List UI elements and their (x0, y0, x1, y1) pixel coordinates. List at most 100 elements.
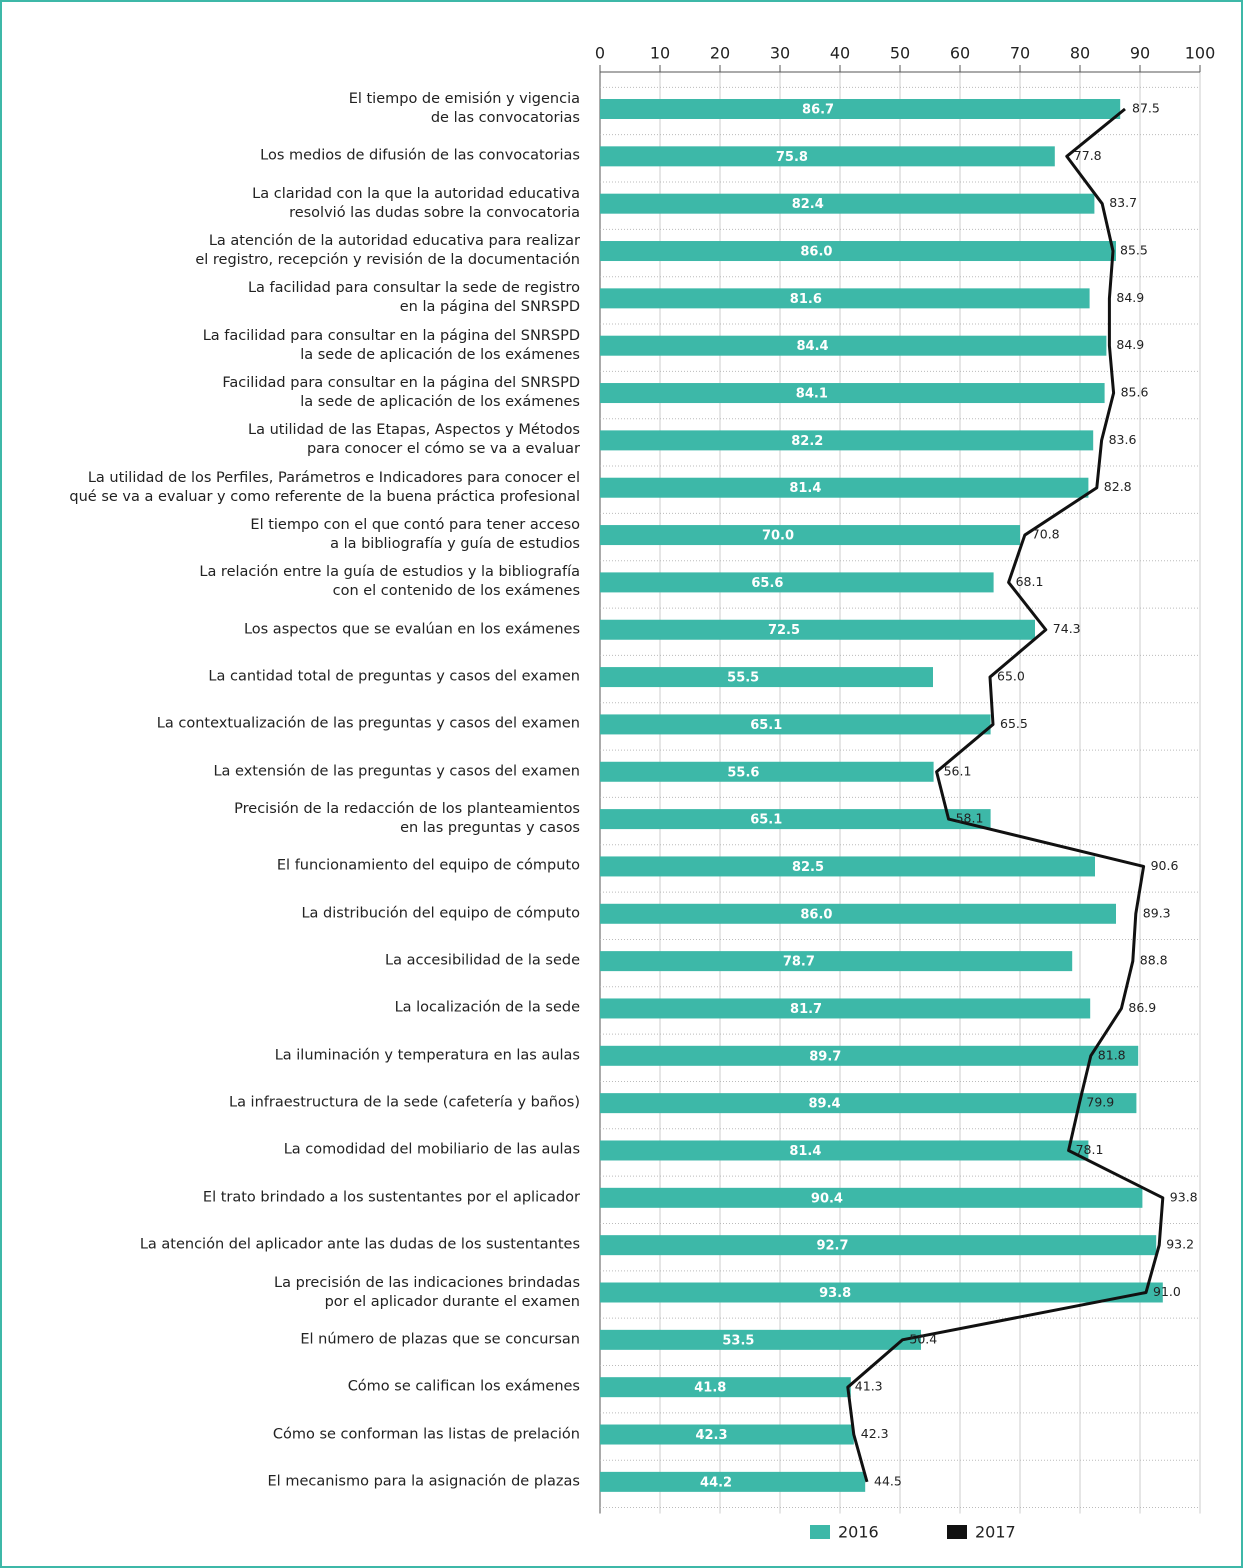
category-label: El mecanismo para la asignación de plaza… (267, 1473, 580, 1490)
category-label: La utilidad de los Perfiles, Parámetros … (69, 469, 580, 505)
bar (600, 1282, 1163, 1303)
x-tick-label: 40 (830, 44, 850, 63)
bar-value-label: 84.4 (797, 339, 829, 354)
bar-value-label: 78.7 (783, 955, 815, 970)
line-value-label: 91.0 (1153, 1284, 1181, 1299)
line-value-label: 93.2 (1166, 1237, 1194, 1252)
line-value-label: 68.1 (1016, 574, 1044, 589)
bar (600, 1377, 851, 1398)
bar-value-label: 82.4 (792, 197, 824, 212)
x-tick-label: 10 (650, 44, 670, 63)
line-value-label: 65.5 (1000, 716, 1028, 731)
bar (600, 1235, 1157, 1256)
category-label: La utilidad de las Etapas, Aspectos y Mé… (248, 422, 580, 458)
bar (600, 809, 991, 830)
line-value-label: 42.3 (861, 1426, 889, 1441)
bar (600, 1471, 866, 1492)
line-value-label: 78.1 (1076, 1142, 1104, 1157)
bar (600, 667, 933, 688)
category-label: Cómo se conforman las listas de prelació… (272, 1426, 580, 1443)
bar-value-label: 89.7 (809, 1049, 841, 1064)
line-value-label: 70.8 (1032, 527, 1060, 542)
line-value-label: 84.9 (1116, 290, 1144, 305)
bar-value-label: 41.8 (694, 1381, 726, 1396)
line (846, 107, 1165, 1483)
line-value-label: 65.0 (997, 669, 1025, 684)
bar-value-label: 84.1 (796, 387, 828, 402)
bar (600, 288, 1090, 309)
line-value-label: 83.6 (1109, 432, 1137, 447)
category-label: La claridad con la que la autoridad educ… (252, 185, 580, 221)
x-tick-label: 80 (1070, 44, 1090, 63)
legend-swatch (810, 1525, 830, 1539)
x-tick-label: 30 (770, 44, 790, 63)
x-tick-label: 60 (950, 44, 970, 63)
bar (600, 241, 1116, 262)
bar-value-label: 82.2 (791, 434, 823, 449)
bar (600, 1093, 1137, 1114)
category-label: Cómo se califican los exámenes (347, 1378, 580, 1395)
bar-value-label: 65.1 (750, 718, 782, 733)
category-label: El funcionamiento del equipo de cómputo (276, 857, 580, 874)
bar-value-label: 72.5 (768, 623, 800, 638)
legend-label: 2017 (975, 1523, 1016, 1542)
line-value-label: 50.4 (909, 1331, 937, 1346)
line-value-label: 79.9 (1086, 1095, 1114, 1110)
bar (600, 761, 934, 782)
bar-value-label: 89.4 (809, 1097, 841, 1112)
bar (600, 714, 991, 735)
bar (600, 193, 1095, 214)
category-label: La facilidad para consultar la sede de r… (247, 280, 580, 316)
category-label: La extensión de las preguntas y casos de… (213, 763, 580, 780)
line-value-label: 41.3 (855, 1379, 883, 1394)
line-value-label: 84.9 (1116, 337, 1144, 352)
category-label: La contextualización de las preguntas y … (156, 715, 580, 732)
line-value-label: 83.7 (1109, 195, 1137, 210)
bar-value-label: 81.4 (789, 481, 821, 496)
bar-value-label: 65.6 (751, 576, 783, 591)
category-label: Los aspectos que se evalúan en los exáme… (243, 621, 580, 638)
bar-value-label: 81.6 (790, 292, 822, 307)
category-label: La accesibilidad de la sede (385, 952, 580, 969)
bar-value-label: 53.5 (722, 1333, 754, 1348)
bar (600, 525, 1020, 546)
line-value-label: 93.8 (1170, 1189, 1198, 1204)
line-value-label: 81.8 (1098, 1047, 1126, 1062)
line-value-label: 87.5 (1132, 101, 1160, 116)
category-label: La cantidad total de preguntas y casos d… (208, 668, 580, 685)
bar (600, 335, 1107, 356)
bar-value-label: 86.0 (800, 907, 832, 922)
bar-value-label: 42.3 (695, 1428, 727, 1443)
category-label: El número de plazas que se concursan (300, 1331, 580, 1348)
bar-value-label: 55.6 (727, 765, 759, 780)
bar-value-label: 90.4 (811, 1191, 843, 1206)
bar-value-label: 92.7 (816, 1239, 848, 1254)
category-label: La localización de la sede (394, 999, 580, 1016)
bar (600, 146, 1055, 167)
x-tick-label: 100 (1185, 44, 1216, 63)
bar-value-label: 93.8 (819, 1286, 851, 1301)
legend-swatch (947, 1525, 967, 1539)
category-label: La precisión de las indicaciones brindad… (274, 1274, 580, 1310)
x-tick-label: 20 (710, 44, 730, 63)
line-value-label: 74.3 (1053, 621, 1081, 636)
bar-value-label: 75.8 (776, 150, 808, 165)
line-value-label: 85.5 (1120, 243, 1148, 258)
category-label: El trato brindado a los sustentantes por… (202, 1189, 580, 1206)
category-label: El tiempo de emisión y vigencia de las c… (348, 91, 580, 126)
bar (600, 1329, 921, 1350)
bar (600, 1187, 1143, 1208)
bar-value-label: 86.7 (802, 103, 834, 118)
line-value-label: 89.3 (1143, 905, 1171, 920)
bar (600, 856, 1095, 877)
category-label: El tiempo con el que contó para tener ac… (250, 517, 580, 553)
line-value-label: 85.6 (1121, 385, 1149, 400)
category-label: La infraestructura de la sede (cafetería… (228, 1094, 580, 1111)
bar-value-label: 70.0 (762, 529, 794, 544)
bar-value-label: 86.0 (800, 245, 832, 260)
bar (600, 477, 1089, 498)
bar (600, 951, 1073, 972)
line-value-label: 82.8 (1104, 479, 1132, 494)
